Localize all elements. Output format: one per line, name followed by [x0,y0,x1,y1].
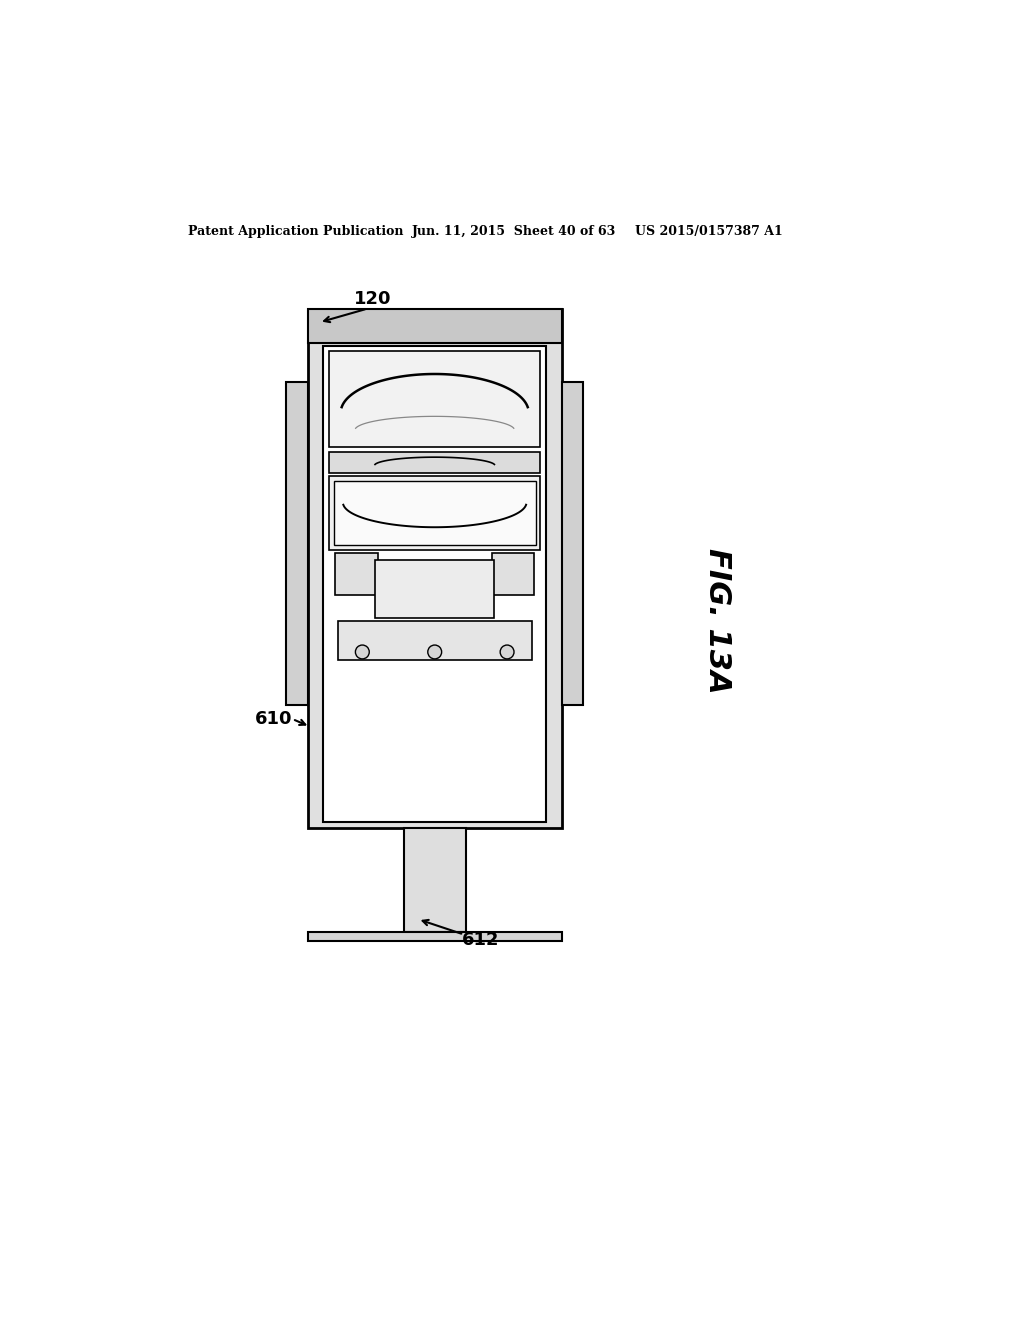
Bar [307,932,562,941]
Bar [403,829,466,932]
Text: Jun. 11, 2015  Sheet 40 of 63: Jun. 11, 2015 Sheet 40 of 63 [412,224,615,238]
Text: US 2015/0157387 A1: US 2015/0157387 A1 [635,224,782,238]
Bar [338,622,531,660]
Bar [330,477,541,549]
Bar [286,381,307,705]
Circle shape [428,645,441,659]
Bar [323,346,547,822]
Circle shape [355,645,370,659]
Bar [307,309,562,829]
Bar [336,553,378,595]
Bar [562,381,584,705]
Bar [376,561,494,618]
Bar [334,480,536,545]
Bar [307,309,562,343]
Text: 612: 612 [462,931,499,949]
Text: 610: 610 [255,710,293,727]
Text: 120: 120 [354,289,391,308]
Text: FIG. 13A: FIG. 13A [702,548,732,693]
Text: Patent Application Publication: Patent Application Publication [188,224,403,238]
Circle shape [500,645,514,659]
Bar [492,553,535,595]
Bar [330,451,541,474]
Bar [330,351,541,447]
